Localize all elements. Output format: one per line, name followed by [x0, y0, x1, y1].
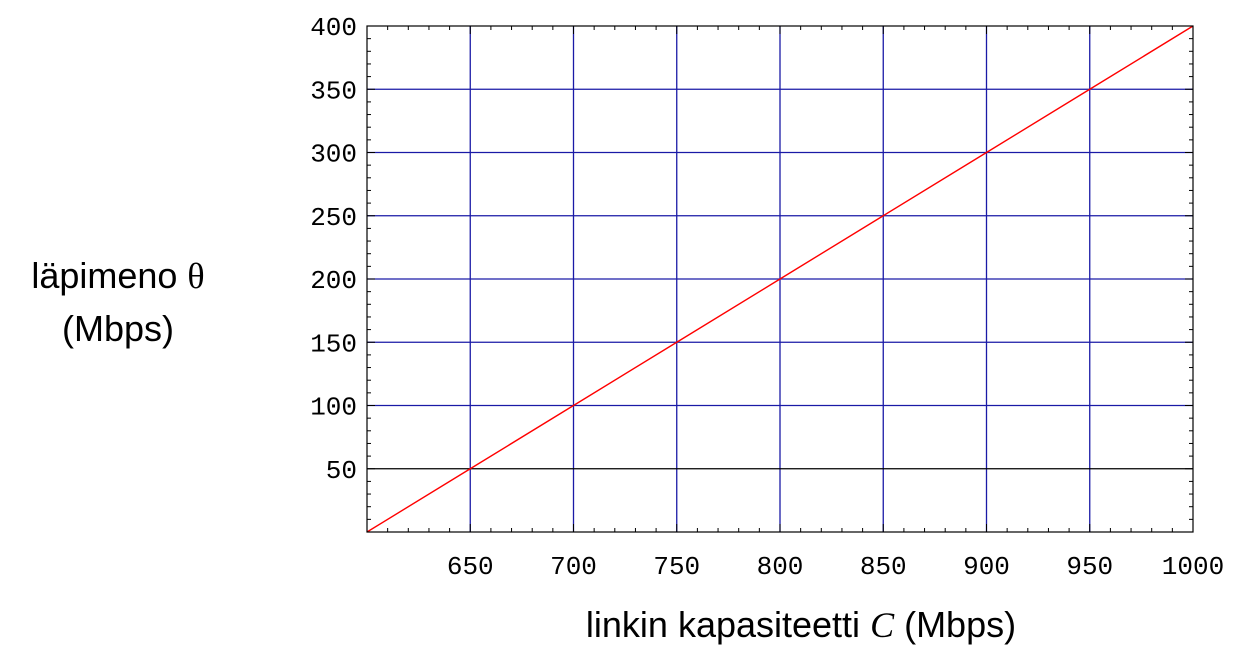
- x-tick-label: 900: [963, 552, 1010, 582]
- y-tick-label: 250: [310, 203, 357, 233]
- y-tick-label: 150: [310, 329, 357, 359]
- y-tick-label: 400: [310, 13, 357, 43]
- x-tick-label: 800: [757, 552, 804, 582]
- y-tick-label: 50: [326, 456, 357, 486]
- x-axis-label: linkin kapasiteetti C (Mbps): [586, 604, 1016, 645]
- x-axis-label-symbol: C: [870, 605, 895, 645]
- series-layer: [366, 25, 1194, 533]
- y-tick-label: 350: [310, 76, 357, 106]
- y-tick-label: 100: [310, 393, 357, 423]
- tick-labels: 650 700 750 800 850 900 950 1000 50 100 150 200 250 3…: [310, 13, 1224, 582]
- y-tick-label: 300: [310, 140, 357, 170]
- x-axis-label-suffix: (Mbps): [894, 604, 1016, 645]
- x-tick-label: 850: [860, 552, 907, 582]
- x-tick-label: 950: [1066, 552, 1113, 582]
- tick-marks: [366, 25, 1194, 533]
- y-axis-label-prefix: läpimeno: [31, 255, 187, 296]
- x-tick-label: 650: [447, 552, 494, 582]
- series-line: [366, 25, 1194, 533]
- y-tick-label: 200: [310, 266, 357, 296]
- y-axis-label-line1: läpimeno θ: [31, 255, 204, 296]
- y-axis-label-line2: (Mbps): [62, 308, 174, 349]
- y-axis-label-symbol: θ: [187, 256, 204, 296]
- x-tick-label: 1000: [1162, 552, 1224, 582]
- x-axis-label-prefix: linkin kapasiteetti: [586, 604, 870, 645]
- x-tick-label: 700: [550, 552, 597, 582]
- grid-lines: [367, 26, 1193, 532]
- x-tick-label: 750: [653, 552, 700, 582]
